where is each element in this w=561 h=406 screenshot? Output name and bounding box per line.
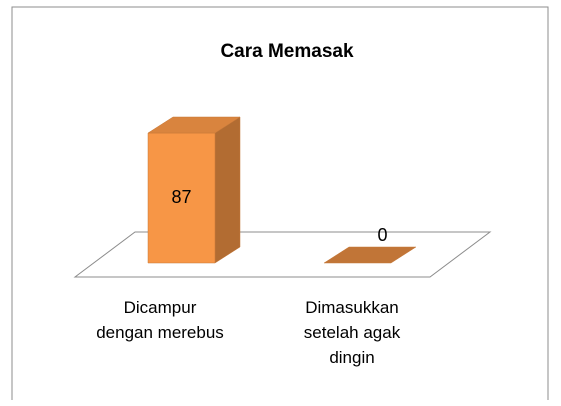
floor: [73, 231, 492, 278]
data-label: 0: [377, 225, 387, 245]
bar-top: [323, 246, 417, 264]
bar-top: [147, 116, 241, 134]
x-tick-label: Dicampur dengan merebus: [96, 298, 224, 342]
chart-title: Cara Memasak: [220, 41, 354, 62]
x-tick-label: Dimasukkan setelah agak dingin: [303, 298, 401, 367]
chart-border: [11, 6, 549, 400]
data-label: 87: [171, 187, 191, 207]
bar: [147, 116, 241, 264]
bar-side: [214, 116, 241, 264]
bar: [323, 246, 417, 264]
